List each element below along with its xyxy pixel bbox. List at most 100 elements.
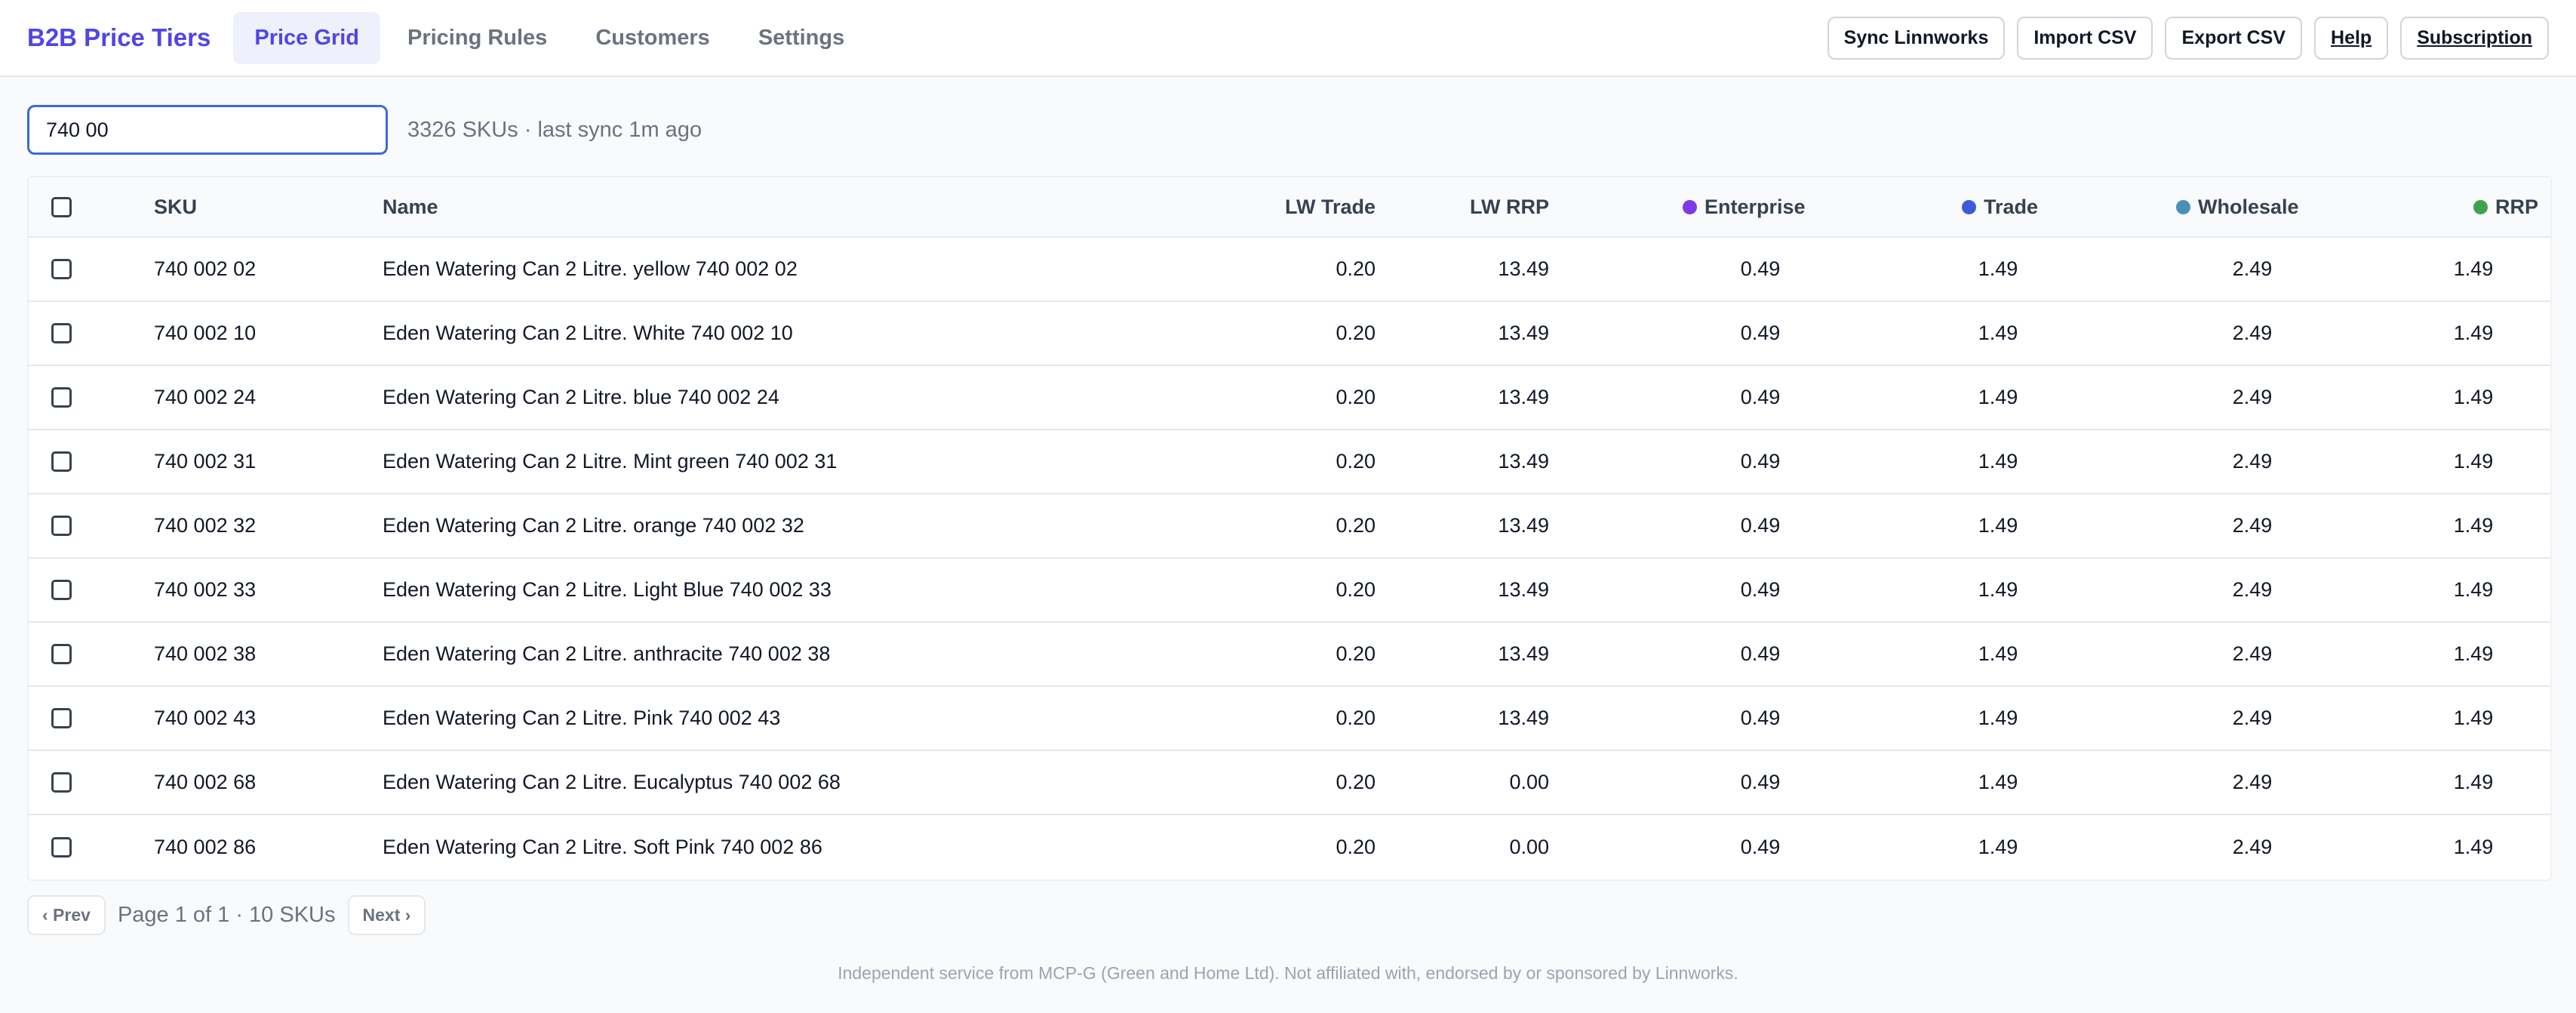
sync-linnworks-button[interactable]: Sync Linnworks xyxy=(1827,16,2006,60)
row-select-cell xyxy=(51,430,72,493)
cell-sku: 740 002 68 xyxy=(154,771,257,793)
col-header-lw-rrp[interactable]: LW RRP xyxy=(1470,195,1549,218)
cell-name: Eden Watering Can 2 Litre. blue 740 002 … xyxy=(383,386,779,408)
cell-rrp-price[interactable]: 1.49 xyxy=(2453,707,2494,729)
row-select-cell xyxy=(51,302,72,365)
cell-lw-rrp: 13.49 xyxy=(1498,707,1549,729)
footer-disclaimer: Independent service from MCP-G (Green an… xyxy=(838,963,1738,983)
cell-rrp-price[interactable]: 1.49 xyxy=(2453,771,2494,793)
cell-wholesale-price[interactable]: 2.49 xyxy=(2232,836,2273,858)
cell-name: Eden Watering Can 2 Litre. Light Blue 74… xyxy=(383,578,832,601)
import-csv-button[interactable]: Import CSV xyxy=(2017,16,2153,60)
cell-sku: 740 002 38 xyxy=(154,642,257,665)
table-row: 740 002 02 Eden Watering Can 2 Litre. yel… xyxy=(29,238,2550,302)
cell-trade-price[interactable]: 1.49 xyxy=(1978,836,2018,858)
cell-trade-price[interactable]: 1.49 xyxy=(1978,578,2018,601)
cell-trade-price[interactable]: 1.49 xyxy=(1978,514,2018,537)
col-header-rrp[interactable]: RRP xyxy=(2473,177,2538,236)
cell-trade-price[interactable]: 1.49 xyxy=(1978,707,2018,729)
cell-wholesale-price[interactable]: 2.49 xyxy=(2232,450,2273,473)
cell-rrp-price[interactable]: 1.49 xyxy=(2453,386,2494,408)
cell-wholesale-price[interactable]: 2.49 xyxy=(2232,707,2273,729)
cell-trade-price[interactable]: 1.49 xyxy=(1978,322,2018,344)
row-select-checkbox[interactable] xyxy=(51,451,72,472)
cell-wholesale-price[interactable]: 2.49 xyxy=(2232,514,2273,537)
subscription-link[interactable]: Subscription xyxy=(2400,16,2549,60)
rrp-tier-dot-icon xyxy=(2473,199,2488,214)
col-header-name[interactable]: Name xyxy=(383,195,438,218)
cell-enterprise-price[interactable]: 0.49 xyxy=(1740,836,1781,858)
row-select-checkbox[interactable] xyxy=(51,772,72,793)
cell-lw-rrp: 13.49 xyxy=(1498,642,1549,665)
col-header-sku[interactable]: SKU xyxy=(154,195,198,218)
cell-name: Eden Watering Can 2 Litre. Soft Pink 740… xyxy=(383,836,822,858)
col-header-wholesale[interactable]: Wholesale xyxy=(2176,177,2299,236)
tab-pricing-rules[interactable]: Pricing Rules xyxy=(407,25,548,50)
cell-wholesale-price[interactable]: 2.49 xyxy=(2232,257,2273,280)
cell-rrp-price[interactable]: 1.49 xyxy=(2453,836,2494,858)
cell-lw-rrp: 13.49 xyxy=(1498,578,1549,601)
cell-lw-trade: 0.20 xyxy=(1336,707,1376,729)
row-select-checkbox[interactable] xyxy=(51,516,72,536)
cell-trade-price[interactable]: 1.49 xyxy=(1978,771,2018,793)
cell-trade-price[interactable]: 1.49 xyxy=(1978,257,2018,280)
select-all-cell xyxy=(51,177,72,236)
cell-sku: 740 002 33 xyxy=(154,578,257,601)
next-page-button[interactable]: Next › xyxy=(347,895,426,935)
cell-wholesale-price[interactable]: 2.49 xyxy=(2232,322,2273,344)
cell-trade-price[interactable]: 1.49 xyxy=(1978,450,2018,473)
cell-rrp-price[interactable]: 1.49 xyxy=(2453,578,2494,601)
select-all-checkbox[interactable] xyxy=(51,196,72,217)
tab-customers[interactable]: Customers xyxy=(595,25,710,50)
cell-sku: 740 002 31 xyxy=(154,450,257,473)
row-select-checkbox[interactable] xyxy=(51,259,72,279)
cell-enterprise-price[interactable]: 0.49 xyxy=(1740,450,1781,473)
row-select-cell xyxy=(51,623,72,685)
cell-wholesale-price[interactable]: 2.49 xyxy=(2232,642,2273,665)
cell-enterprise-price[interactable]: 0.49 xyxy=(1740,322,1781,344)
cell-rrp-price[interactable]: 1.49 xyxy=(2453,322,2494,344)
cell-lw-rrp: 0.00 xyxy=(1509,836,1549,858)
enterprise-tier-dot-icon xyxy=(1683,199,1697,214)
col-header-lw-trade[interactable]: LW Trade xyxy=(1284,195,1376,218)
cell-enterprise-price[interactable]: 0.49 xyxy=(1740,386,1781,408)
col-header-enterprise[interactable]: Enterprise xyxy=(1683,177,1806,236)
prev-page-button[interactable]: ‹ Prev xyxy=(27,895,106,935)
row-select-checkbox[interactable] xyxy=(51,644,72,664)
cell-enterprise-price[interactable]: 0.49 xyxy=(1740,771,1781,793)
cell-wholesale-price[interactable]: 2.49 xyxy=(2232,771,2273,793)
cell-trade-price[interactable]: 1.49 xyxy=(1978,642,2018,665)
col-header-rrp-label: RRP xyxy=(2495,195,2539,218)
cell-enterprise-price[interactable]: 0.49 xyxy=(1740,578,1781,601)
export-csv-button[interactable]: Export CSV xyxy=(2165,16,2303,60)
top-navbar: B2B Price Tiers Price Grid Pricing Rules… xyxy=(0,0,2576,77)
table-row: 740 002 86 Eden Watering Can 2 Litre. Sof… xyxy=(29,815,2550,879)
cell-lw-trade: 0.20 xyxy=(1336,450,1376,473)
search-input[interactable] xyxy=(27,105,388,155)
cell-enterprise-price[interactable]: 0.49 xyxy=(1740,257,1781,280)
brand-logo[interactable]: B2B Price Tiers xyxy=(27,23,211,51)
row-select-checkbox[interactable] xyxy=(51,387,72,408)
row-select-checkbox[interactable] xyxy=(51,323,72,343)
cell-rrp-price[interactable]: 1.49 xyxy=(2453,450,2494,473)
cell-enterprise-price[interactable]: 0.49 xyxy=(1740,642,1781,665)
row-select-cell xyxy=(51,559,72,621)
cell-wholesale-price[interactable]: 2.49 xyxy=(2232,578,2273,601)
help-link[interactable]: Help xyxy=(2314,16,2389,60)
table-row: 740 002 38 Eden Watering Can 2 Litre. ant… xyxy=(29,623,2550,687)
tab-price-grid[interactable]: Price Grid xyxy=(233,11,380,64)
cell-rrp-price[interactable]: 1.49 xyxy=(2453,642,2494,665)
row-select-checkbox[interactable] xyxy=(51,580,72,600)
cell-enterprise-price[interactable]: 0.49 xyxy=(1740,514,1781,537)
tab-settings[interactable]: Settings xyxy=(758,25,845,50)
row-select-checkbox[interactable] xyxy=(51,837,72,858)
cell-wholesale-price[interactable]: 2.49 xyxy=(2232,386,2273,408)
cell-rrp-price[interactable]: 1.49 xyxy=(2453,257,2494,280)
cell-trade-price[interactable]: 1.49 xyxy=(1978,386,2018,408)
cell-rrp-price[interactable]: 1.49 xyxy=(2453,514,2494,537)
row-select-checkbox[interactable] xyxy=(51,708,72,728)
col-header-trade[interactable]: Trade xyxy=(1962,177,2038,236)
cell-name: Eden Watering Can 2 Litre. orange 740 00… xyxy=(383,514,804,537)
cell-lw-rrp: 0.00 xyxy=(1509,771,1549,793)
cell-enterprise-price[interactable]: 0.49 xyxy=(1740,707,1781,729)
